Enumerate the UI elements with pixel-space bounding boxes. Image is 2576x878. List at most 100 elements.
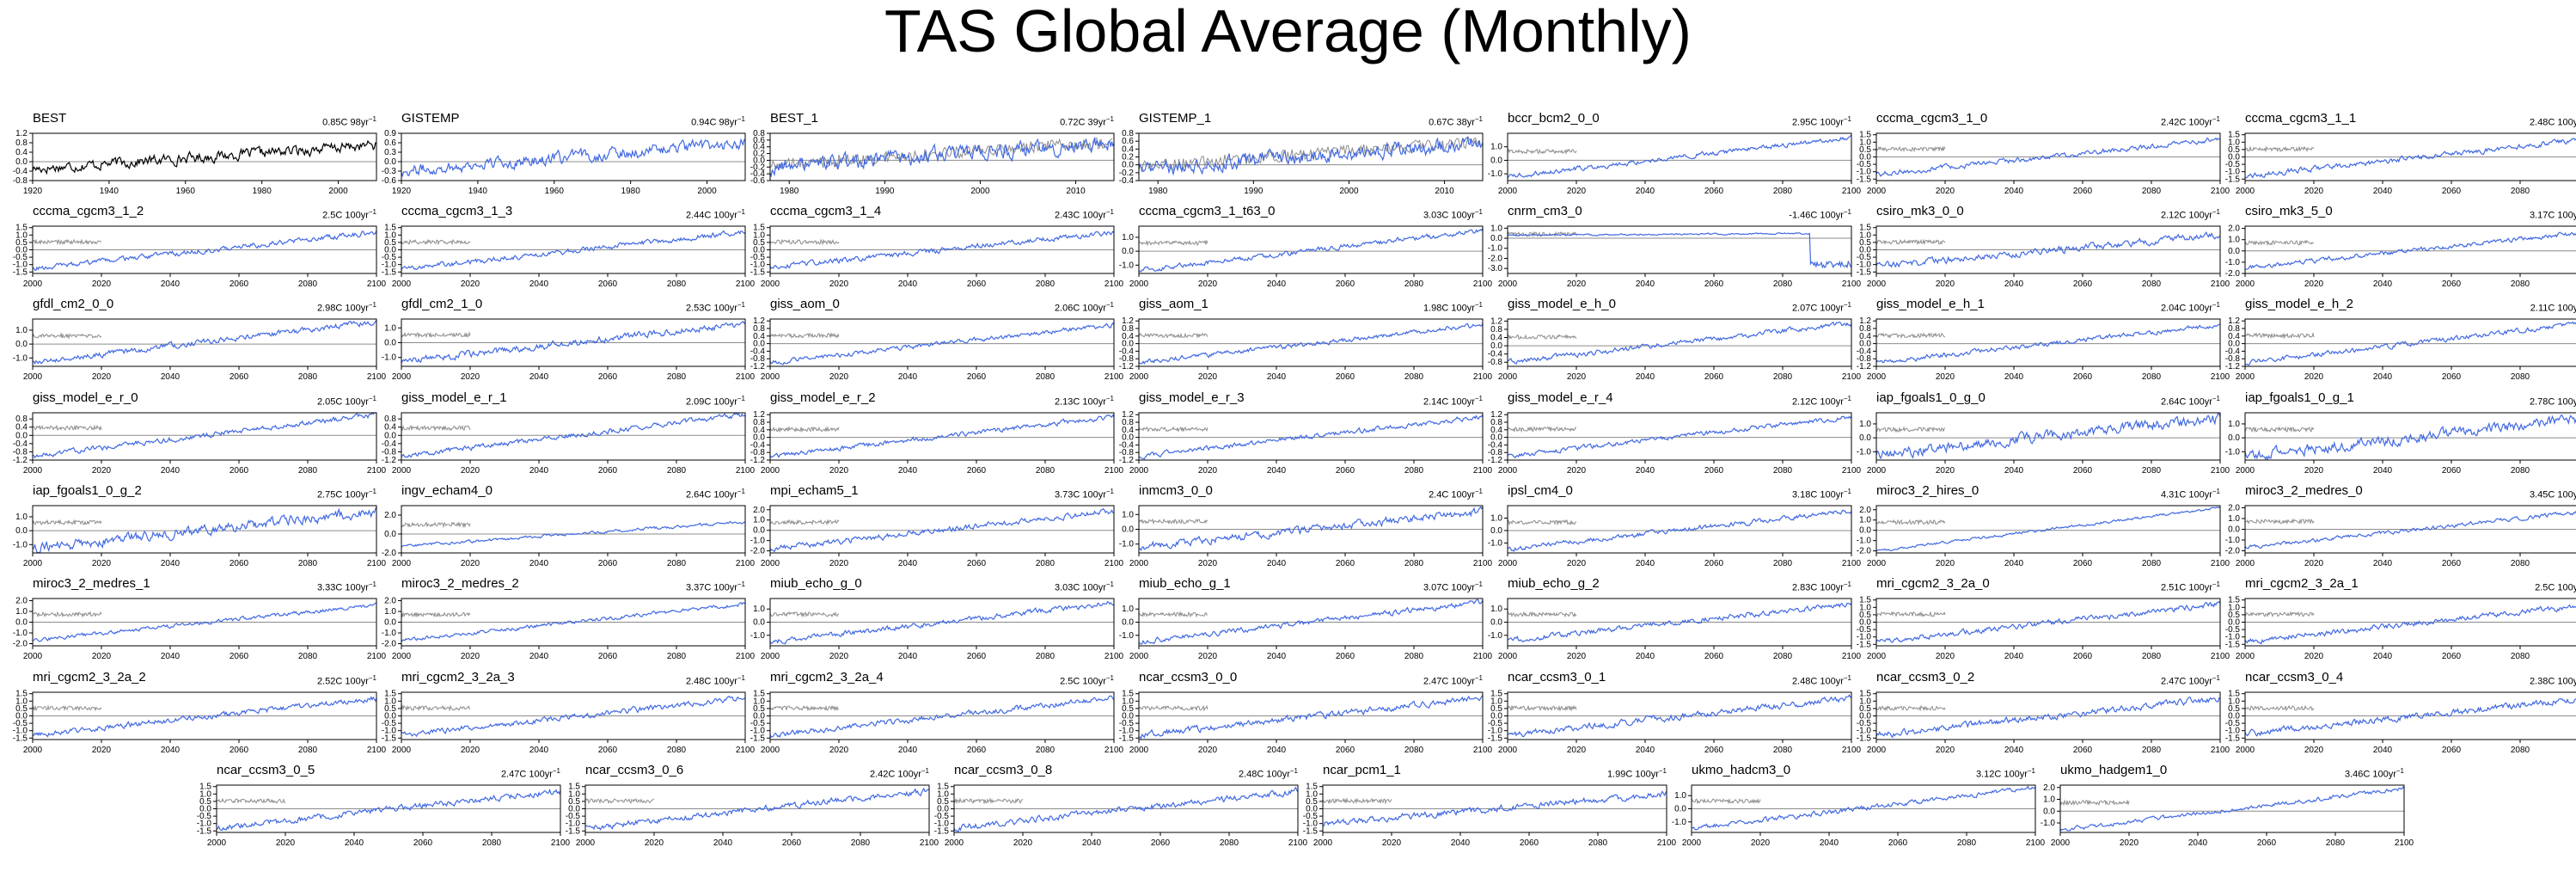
chart-svg: 2000 2020 2040 2060 2080 2100 1.0 0.0 -1.0: [1488, 505, 1862, 568]
panel-title: cccma_cgcm3_1_2: [33, 204, 144, 218]
observed-series: [2244, 145, 2315, 153]
data-series: [769, 230, 1115, 270]
trend-exponent: −1: [1843, 115, 1851, 123]
y-tick-label: -2.0: [1488, 254, 1503, 263]
panel-trend-label: 1.99C 100yr−1: [1607, 766, 1667, 780]
x-tick-label: 2000: [1867, 187, 1887, 196]
x-tick-label: 2000: [2051, 838, 2071, 848]
plot-frame: [401, 412, 746, 461]
x-tick-label: 2000: [1867, 372, 1887, 382]
y-tick-label: 1.5: [199, 783, 211, 792]
y-tick-label: 0.0: [1122, 712, 1134, 721]
y-tick-label: 2.0: [384, 511, 396, 520]
x-tick-label: 1940: [468, 187, 488, 196]
x-tick-label: 2020: [1567, 187, 1587, 196]
chart-svg: 2000 2020 2040 2060 2080 2100 1.51.00.50.0-0.5…: [1119, 690, 1493, 755]
y-tick-label: 1.0: [1859, 697, 1871, 706]
trend-text: 0.94C 98yr: [691, 117, 737, 128]
chart-panel: BEST_1 0.72C 39yr−1 1980 1990 2000 2010 0.8 0.6…: [750, 112, 1115, 198]
trend-exponent: −1: [737, 488, 745, 495]
y-tick-label: 0.9: [384, 129, 396, 138]
x-tick-label: 2060: [598, 279, 618, 289]
y-tick-label: -1.0: [1857, 727, 1872, 736]
data-series: [1138, 414, 1484, 460]
x-tick-label: 2060: [1151, 838, 1171, 848]
y-tick-label: 1.2: [753, 316, 765, 326]
y-tick-label: 0.0: [753, 433, 765, 443]
x-tick-label: 2040: [2373, 652, 2393, 661]
y-tick-label: 1.5: [15, 224, 28, 233]
y-tick-label: -1.2: [1488, 456, 1503, 465]
data-series: [401, 138, 746, 178]
chart-panel: cccma_cgcm3_1_3 2.44C 100yr−1 2000 2020 2040…: [382, 205, 756, 291]
chart-panel: ncar_ccsm3_0_0 2.47C 100yr−1 2000 2020 2040 2…: [1119, 671, 1493, 757]
data-series: [769, 414, 1115, 458]
y-tick-label: 0.0: [1490, 341, 1502, 351]
x-tick-label: 2000: [1129, 372, 1149, 382]
y-tick-label: 0.5: [1306, 797, 1318, 807]
data-series: [1875, 600, 2221, 643]
x-tick-label: 2010: [1435, 187, 1454, 196]
panel-trend-label: 2.47C 100yr−1: [2161, 673, 2220, 687]
y-tick-label: -1.5: [1857, 734, 1872, 743]
x-tick-label: 2080: [667, 652, 687, 661]
chart-panel: mpi_echam5_1 3.73C 100yr−1 2000 2020 2040 206…: [750, 484, 1124, 570]
trend-exponent: −1: [1474, 115, 1483, 123]
data-series: [2244, 138, 2576, 179]
trend-text: 2.75C 100yr: [316, 489, 369, 500]
y-tick-label: -0.8: [1119, 354, 1135, 364]
x-tick-label: 1980: [253, 187, 272, 196]
x-tick-label: 2080: [298, 372, 318, 382]
data-series: [1138, 694, 1484, 740]
x-tick-label: 2080: [851, 838, 871, 848]
data-series: [1875, 137, 2221, 177]
x-tick-label: 2060: [1888, 838, 1908, 848]
x-tick-label: 2100: [367, 279, 387, 289]
x-tick-label: 2040: [898, 372, 918, 382]
trend-exponent: −1: [552, 767, 560, 775]
panel-title: ncar_ccsm3_0_1: [1508, 670, 1606, 685]
x-tick-label: 2060: [1336, 559, 1355, 568]
panel-title: ingv_echam4_0: [401, 483, 493, 498]
observed-series: [1691, 797, 1761, 805]
y-tick-label: 1.5: [1859, 596, 1871, 605]
y-tick-label: -2.0: [2225, 269, 2241, 279]
y-tick-label: 0.0: [2228, 525, 2240, 535]
data-series: [1875, 507, 2221, 552]
y-tick-label: -1.0: [13, 727, 28, 736]
chart-panel: miroc3_2_medres_2 3.37C 100yr−1 2000 2020 20…: [382, 577, 756, 663]
trend-exponent: −1: [1658, 767, 1667, 775]
y-tick-label: 1.2: [753, 410, 765, 420]
chart-panel: mri_cgcm2_3_2a_3 2.48C 100yr−1 2000 2020 204…: [382, 671, 756, 757]
y-tick-label: 1.5: [15, 690, 28, 699]
panel-title: ncar_ccsm3_0_2: [1876, 670, 1975, 685]
y-tick-label: -1.5: [13, 734, 28, 743]
y-tick-label: -1.5: [382, 267, 397, 277]
panel-title: miroc3_2_medres_1: [33, 576, 150, 591]
observed-series: [32, 238, 102, 246]
x-tick-label: 2100: [2211, 372, 2230, 382]
y-tick-label: 0.4: [384, 423, 396, 433]
panel-trend-label: 3.03C 100yr−1: [1423, 207, 1483, 221]
x-tick-label: 2020: [1198, 466, 1218, 476]
y-tick-label: 0.8: [2228, 324, 2240, 334]
observed-series: [401, 521, 471, 529]
x-tick-label: 2020: [461, 652, 480, 661]
panel-title: giss_aom_1: [1139, 297, 1208, 311]
x-tick-label: 2060: [2073, 372, 2093, 382]
chart-panel: miub_echo_g_2 2.83C 100yr−1 2000 2020 2040 20…: [1488, 577, 1862, 663]
panel-trend-label: 3.73C 100yr−1: [1055, 487, 1114, 500]
panel-title: miub_echo_g_0: [770, 576, 862, 591]
panel-trend-label: 2.43C 100yr−1: [1055, 207, 1114, 221]
chart-svg: 2000 2020 2040 2060 2080 2100 1.51.00.50.0-0.5…: [1488, 690, 1862, 755]
trend-text: 3.03C 100yr: [1423, 210, 1475, 221]
trend-text: 2.12C 100yr: [1791, 396, 1844, 408]
x-tick-label: 2100: [1842, 466, 1862, 476]
y-tick-label: 0.5: [568, 797, 580, 807]
x-tick-label: 2040: [1636, 559, 1655, 568]
y-tick-label: 0.5: [1859, 611, 1871, 620]
data-series: [32, 230, 377, 271]
y-tick-label: -0.4: [13, 167, 28, 176]
panel-trend-label: 2.12C 100yr−1: [1792, 394, 1851, 408]
x-tick-label: 2040: [529, 372, 549, 382]
